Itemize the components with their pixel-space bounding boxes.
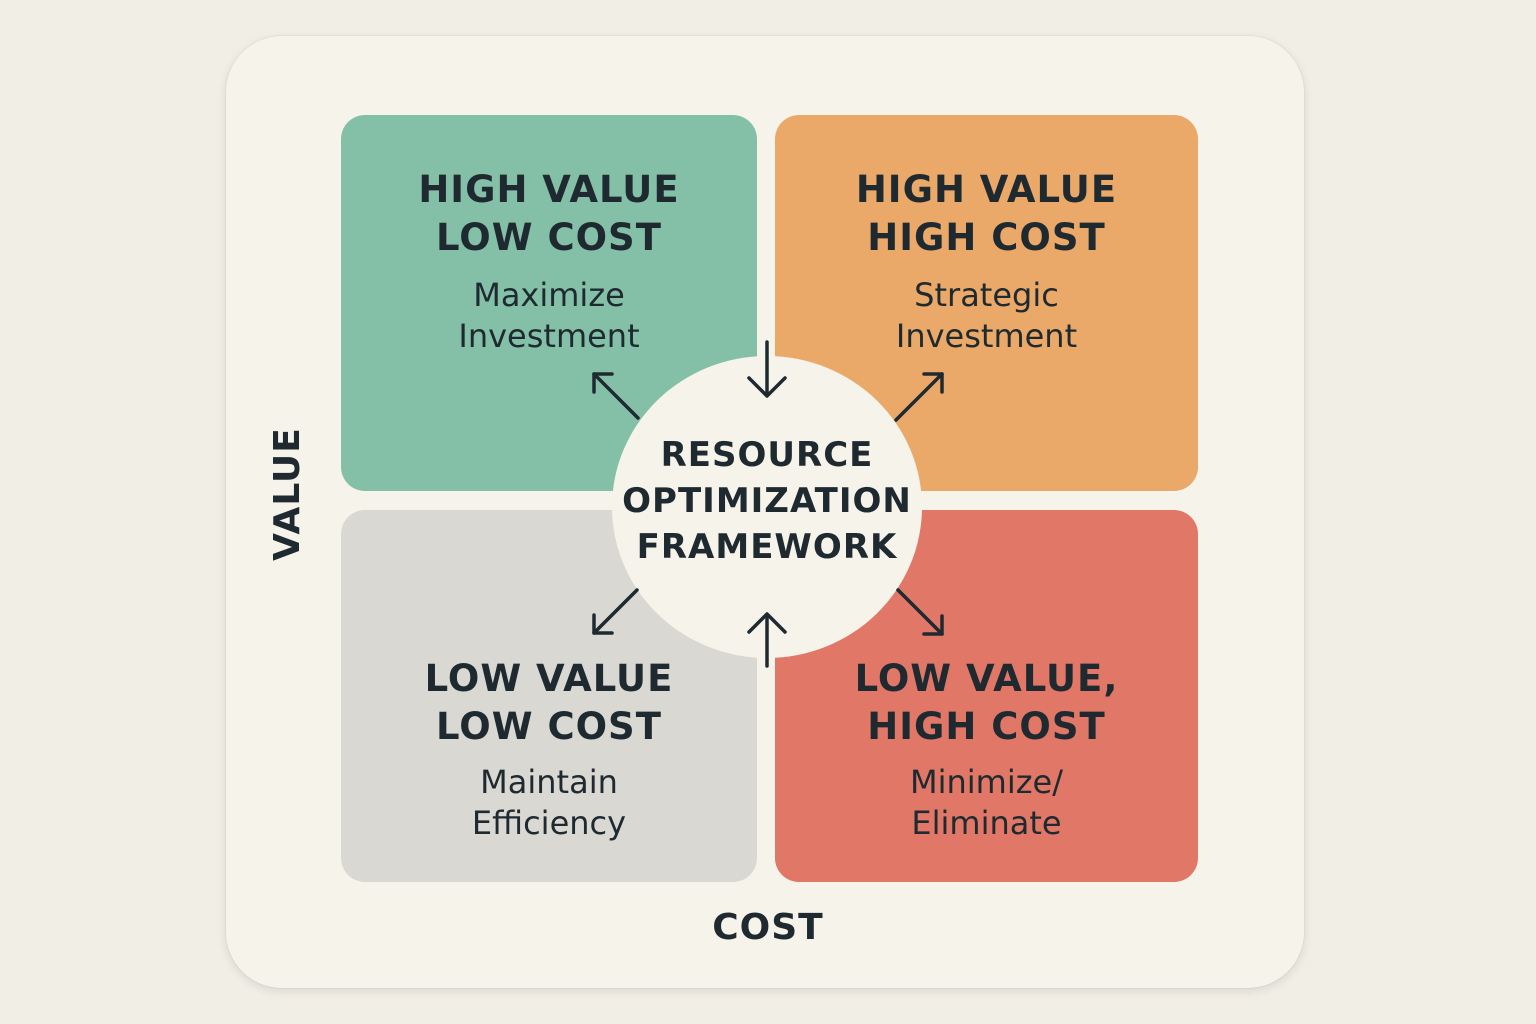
- quadrant-high-value-low-cost: HIGH VALUE LOW COST Maximize Investment: [341, 115, 757, 491]
- center-circle: [612, 356, 922, 658]
- arrow-down-left-icon: [592, 588, 639, 635]
- arrow-down-icon: [747, 340, 787, 398]
- quadrant-title: LOW VALUE LOW COST: [424, 657, 674, 748]
- arrow-down-right-icon: [896, 588, 944, 636]
- arrow-up-left-icon: [592, 372, 640, 420]
- arrow-up-right-icon: [894, 372, 944, 422]
- quadrant-subtitle: Strategic Investment: [895, 276, 1078, 355]
- arrow-up-icon: [747, 612, 787, 668]
- axis-x-label: COST: [712, 907, 824, 948]
- quadrant-title: HIGH VALUE LOW COST: [418, 168, 680, 259]
- quadrant-title: HIGH VALUE HIGH COST: [855, 168, 1118, 259]
- axis-y-label: VALUE: [267, 427, 308, 561]
- quadrant-subtitle: Maintain Efficiency: [471, 763, 627, 842]
- quadrant-low-value-low-cost: LOW VALUE LOW COST Maintain Efficiency: [341, 510, 757, 882]
- quadrant-subtitle: Maximize Investment: [458, 276, 640, 355]
- center-title: RESOURCE OPTIMIZATION FRAMEWORK: [622, 435, 912, 567]
- quadrant-subtitle: Minimize/ Eliminate: [910, 763, 1063, 842]
- quadrant-title: LOW VALUE, HIGH COST: [854, 657, 1119, 748]
